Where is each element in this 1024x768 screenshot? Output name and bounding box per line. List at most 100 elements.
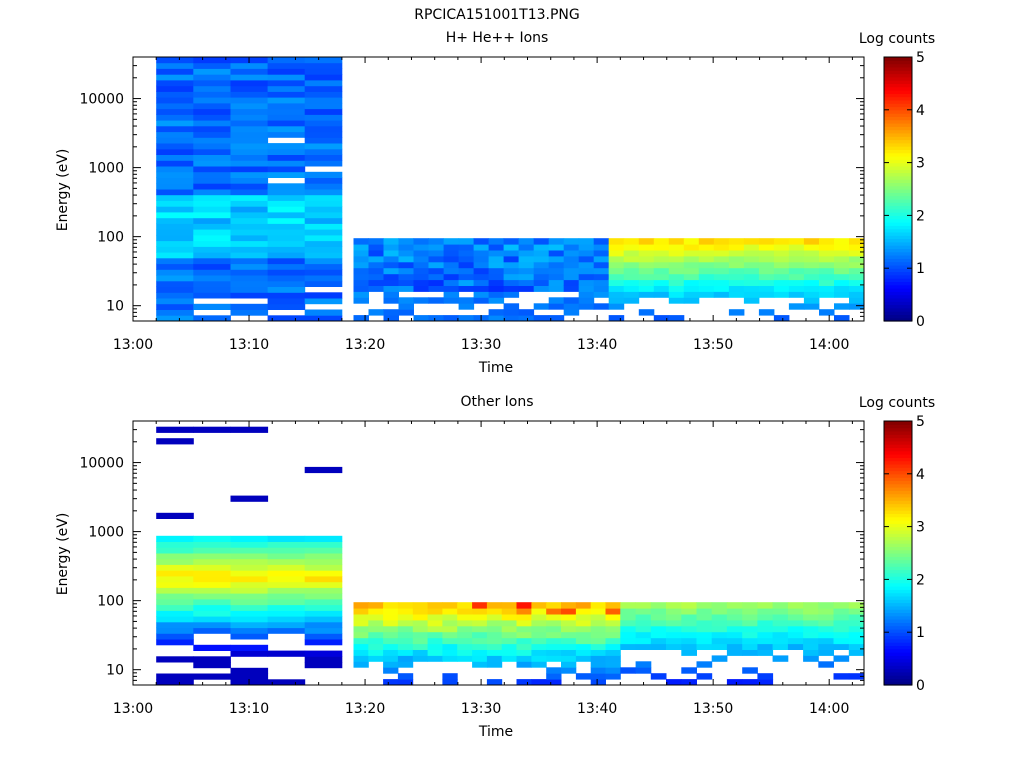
spectrogram-cell <box>546 679 562 686</box>
spectrogram-cell <box>501 602 517 609</box>
spectrogram-cell <box>758 291 775 298</box>
colorbar-tick-label: 3 <box>916 156 925 172</box>
colorbar-segment <box>884 539 912 544</box>
spectrogram-cell <box>713 267 730 275</box>
spectrogram-cell <box>681 602 697 609</box>
spectrogram-cell <box>458 297 475 304</box>
spectrogram-cell <box>156 137 194 144</box>
spectrogram-cell <box>267 564 306 571</box>
spectrogram-cell <box>353 655 369 662</box>
colorbar-segment <box>884 635 912 640</box>
spectrogram-cell <box>472 655 488 662</box>
colorbar-segment <box>884 119 912 124</box>
spectrogram-cell <box>516 631 532 639</box>
spectrogram-cell <box>818 608 834 615</box>
spectrogram-cell <box>819 267 835 275</box>
colorbar-tick-label: 2 <box>916 572 925 588</box>
colorbar-label: Log counts <box>859 31 935 47</box>
spectrogram-cell <box>156 587 194 594</box>
spectrogram-cell <box>397 619 414 627</box>
spectrogram-cell <box>412 655 429 662</box>
spectrogram-cell <box>561 608 577 615</box>
spectrogram-cell <box>383 244 399 251</box>
spectrogram-cell <box>193 576 231 583</box>
spectrogram-cell <box>472 608 488 615</box>
spectrogram-cell <box>427 649 443 656</box>
spectrogram-cell <box>788 285 805 292</box>
spectrogram-cell <box>267 246 306 253</box>
spectrogram-cell <box>578 244 595 251</box>
spectrogram-cell <box>353 643 369 650</box>
spectrogram-cell <box>546 673 562 680</box>
spectrogram-cell <box>193 229 231 236</box>
spectrogram-cell <box>620 625 636 633</box>
spectrogram-cell <box>156 280 194 287</box>
spectrogram-cell <box>473 273 490 281</box>
spectrogram-cell <box>772 655 789 662</box>
colorbar-segment <box>884 251 912 256</box>
spectrogram-cell <box>833 608 850 615</box>
spectrogram-cell <box>726 619 743 627</box>
spectrogram-cell <box>458 273 475 281</box>
spectrogram-cell <box>156 166 194 173</box>
spectrogram-cell <box>304 466 343 474</box>
spectrogram-cell <box>713 291 730 298</box>
spectrogram-cell <box>503 250 520 257</box>
colorbar-segment <box>884 678 912 683</box>
spectrogram-cell <box>666 625 682 633</box>
spectrogram-cell <box>230 553 269 560</box>
spectrogram-cell <box>590 619 606 627</box>
spectrogram-cell <box>230 125 269 133</box>
spectrogram-cell <box>267 598 306 606</box>
colorbar: 0 1 2 3 4 5 <box>883 414 925 694</box>
colorbar-segment <box>884 526 912 531</box>
spectrogram-cell <box>368 244 384 251</box>
spectrogram-cell <box>156 252 194 259</box>
spectrogram-cell <box>156 171 194 178</box>
spectrogram-cell <box>383 250 399 257</box>
spectrogram-cell <box>304 108 343 115</box>
colorbar-segment <box>884 622 912 627</box>
spectrogram-cell <box>267 280 306 287</box>
spectrogram-cell <box>742 649 758 656</box>
spectrogram-cell <box>353 315 369 322</box>
spectrogram-cell <box>398 261 414 269</box>
spectrogram-cell <box>593 267 610 275</box>
spectrogram-cell <box>605 661 621 668</box>
spectrogram-cell <box>368 602 384 609</box>
spectrogram-cell <box>230 154 269 161</box>
spectrogram-cell <box>608 291 625 298</box>
spectrogram-cell <box>623 261 640 269</box>
colorbar-segment <box>884 638 912 643</box>
spectrogram-cell <box>193 286 231 293</box>
spectrogram-cell <box>666 619 682 627</box>
colorbar-segment <box>884 447 912 452</box>
spectrogram-cell <box>230 189 269 196</box>
spectrogram-cell <box>442 602 458 609</box>
spectrogram-cell <box>267 621 306 629</box>
colorbar-segment <box>884 156 912 160</box>
spectrogram-cell <box>561 667 577 674</box>
x-tick-label: 13:10 <box>229 337 269 353</box>
spectrogram-cell <box>638 291 655 298</box>
spectrogram-cell <box>696 631 713 639</box>
spectrogram-cell <box>590 679 606 686</box>
spectrogram-cell <box>193 194 231 201</box>
colorbar-segment <box>884 473 912 478</box>
spectrogram-cell <box>533 250 550 257</box>
spectrogram-cell <box>653 279 670 286</box>
spectrogram-cell <box>368 631 384 639</box>
spectrogram-cell <box>193 570 231 577</box>
colorbar-segment <box>884 625 912 630</box>
spectrogram-cell <box>696 625 713 633</box>
colorbar-segment <box>884 109 912 114</box>
spectrogram-cell <box>193 541 231 548</box>
spectrogram-cell <box>156 616 194 623</box>
spectrogram-cell <box>230 576 269 583</box>
spectrogram-cell <box>638 309 655 316</box>
spectrogram-cell <box>605 619 621 627</box>
spectrogram-cell <box>304 280 343 287</box>
spectrogram-cell <box>516 602 532 609</box>
spectrogram-cell <box>383 643 399 650</box>
spectrogram-cell <box>548 238 565 245</box>
